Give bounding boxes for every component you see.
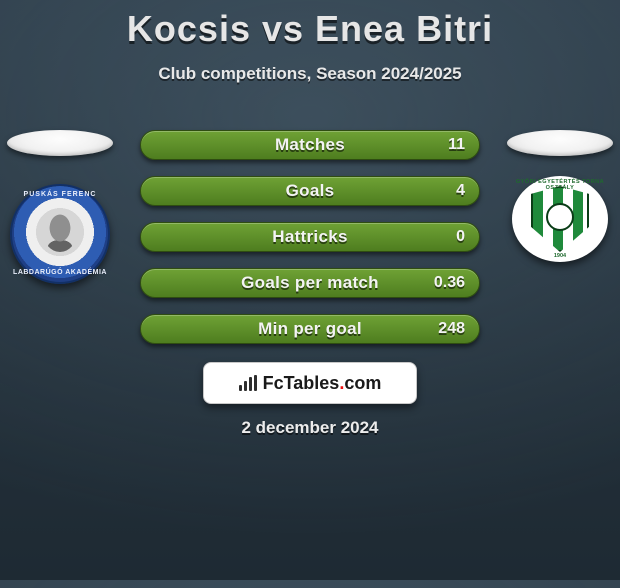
stat-value: 0 (456, 228, 465, 246)
stat-row-goals-per-match: Goals per match 0.36 (140, 268, 480, 298)
stat-label: Min per goal (258, 319, 362, 339)
stat-label: Goals (286, 181, 335, 201)
page-subtitle: Club competitions, Season 2024/2025 (0, 64, 620, 84)
brand-text-suffix: com (344, 373, 381, 393)
bar-chart-icon (239, 375, 257, 391)
stat-value: 0.36 (434, 274, 465, 292)
left-player-column: PUSKÁS FERENC LABDARÚGÓ AKADÉMIA (0, 130, 120, 284)
stat-label: Goals per match (241, 273, 379, 293)
right-club-ring-text: GYŐRI EGYETÉRTÉS TORNA OSZTÁLY 1904 (512, 176, 608, 262)
left-club-ring-top: PUSKÁS FERENC (12, 191, 108, 198)
left-player-photo-oval (7, 130, 113, 156)
stat-value: 11 (448, 136, 465, 154)
stat-row-hattricks: Hattricks 0 (140, 222, 480, 252)
stat-label: Hattricks (272, 227, 347, 247)
stat-row-matches: Matches 11 (140, 130, 480, 160)
stats-list: Matches 11 Goals 4 Hattricks 0 Goals per… (140, 130, 480, 344)
left-club-badge: PUSKÁS FERENC LABDARÚGÓ AKADÉMIA (10, 184, 110, 284)
left-club-ring-text: PUSKÁS FERENC LABDARÚGÓ AKADÉMIA (12, 186, 108, 282)
stat-row-min-per-goal: Min per goal 248 (140, 314, 480, 344)
stat-value: 248 (438, 320, 465, 338)
left-club-ring-bottom: LABDARÚGÓ AKADÉMIA (12, 269, 108, 276)
right-player-column: GYŐRI EGYETÉRTÉS TORNA OSZTÁLY 1904 (500, 130, 620, 262)
page-title: Kocsis vs Enea Bitri (0, 8, 620, 50)
right-club-badge: GYŐRI EGYETÉRTÉS TORNA OSZTÁLY 1904 (512, 176, 608, 262)
brand-text-prefix: FcTables (263, 373, 340, 393)
stat-label: Matches (275, 135, 345, 155)
footer-date: 2 december 2024 (0, 418, 620, 438)
stat-row-goals: Goals 4 (140, 176, 480, 206)
stat-value: 4 (456, 182, 465, 200)
brand-text: FcTables.com (263, 373, 382, 394)
right-club-ring-top: GYŐRI EGYETÉRTÉS TORNA OSZTÁLY (512, 179, 608, 191)
right-club-ring-bottom: 1904 (512, 253, 608, 259)
brand-box[interactable]: FcTables.com (203, 362, 417, 404)
right-player-photo-oval (507, 130, 613, 156)
